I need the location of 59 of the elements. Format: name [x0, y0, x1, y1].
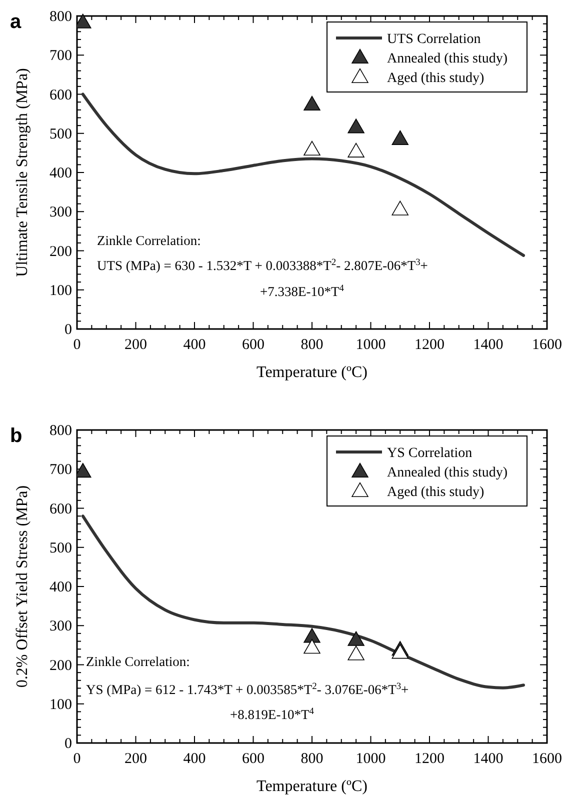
point: [304, 628, 320, 643]
annotation: +8.819E-10*T$^{4}$: [230, 707, 314, 722]
y-tick-label: 800: [50, 9, 72, 25]
y-tick-label: 0: [64, 322, 72, 338]
y-tick-label: 300: [50, 618, 72, 635]
annotation: YS (MPa) = 612 - 1.743*T + 0.003585*T$^{2}$- 3.076E-06*T$^{3}$+: [86, 682, 409, 697]
y-tick-label: 500: [50, 540, 72, 556]
legend-label: Annealed (this study): [387, 52, 508, 66]
legend-label: UTS Correlation: [387, 32, 481, 47]
annotation: +7.338E-10*T$^{4}$: [260, 284, 344, 299]
x-axis-title: Temperature (ºC): [256, 364, 368, 381]
y-tick-label: 200: [50, 658, 72, 674]
x-tick-label: 400: [183, 337, 206, 353]
x-tick-label: 1200: [414, 751, 444, 767]
x-tick-label: 200: [124, 337, 147, 353]
x-tick-label: 800: [300, 337, 324, 353]
point: [392, 644, 408, 659]
x-tick-label: 1400: [473, 337, 504, 353]
x-tick-label: 600: [242, 337, 264, 353]
y-tick-label: 100: [50, 282, 72, 299]
x-tick-label: 1400: [473, 751, 504, 767]
y-tick-label: 400: [50, 166, 72, 182]
point: [348, 118, 364, 134]
legend-label: Annealed (this study): [387, 466, 508, 480]
x-tick-label: 400: [183, 751, 206, 767]
y-tick-label: 0: [64, 736, 72, 752]
y-tick-label: 700: [50, 48, 72, 64]
point: [392, 130, 408, 145]
legend-label: Aged (this study): [387, 485, 485, 500]
annotation: Zinkle Correlation:: [97, 233, 201, 248]
line-series: [81, 92, 525, 257]
y-tick-label: 600: [50, 87, 72, 104]
x-tick-label: 1600: [532, 751, 562, 767]
y-axis-title: Ultimate Tensile Strength (MPa): [14, 68, 31, 277]
y-tick-label: 700: [50, 462, 72, 478]
legend-label: YS Correlation: [387, 446, 472, 461]
y-tick-label: 200: [50, 244, 72, 260]
chart-title: a: [10, 11, 22, 33]
annotation: UTS (MPa) = 630 - 1.532*T + 0.003388*T$^{2}$- 2.807E-06*T$^{3}$+: [97, 258, 428, 273]
y-tick-label: 100: [50, 696, 72, 713]
x-tick-label: 1000: [356, 751, 386, 767]
y-tick-label: 500: [50, 126, 72, 142]
x-tick-label: 1600: [532, 337, 562, 353]
y-tick-label: 600: [50, 501, 72, 518]
x-tick-label: 800: [300, 751, 324, 767]
x-tick-label: 1200: [414, 337, 444, 353]
chart-title: b: [10, 425, 22, 447]
point: [304, 96, 320, 111]
annotation: Zinkle Correlation:: [86, 654, 190, 669]
y-tick-label: 400: [50, 580, 72, 596]
point: [348, 631, 364, 646]
y-tick-label: 300: [50, 204, 72, 221]
x-tick-label: 1000: [356, 337, 386, 353]
x-tick-label: 600: [242, 751, 264, 767]
y-tick-label: 800: [50, 423, 72, 439]
y-axis-title: 0.2% Offset Yield Stress (MPa): [14, 485, 31, 688]
legend-label: Aged (this study): [387, 71, 485, 86]
x-tick-label: 200: [124, 751, 147, 767]
x-axis-title: Temperature (ºC): [256, 778, 368, 795]
